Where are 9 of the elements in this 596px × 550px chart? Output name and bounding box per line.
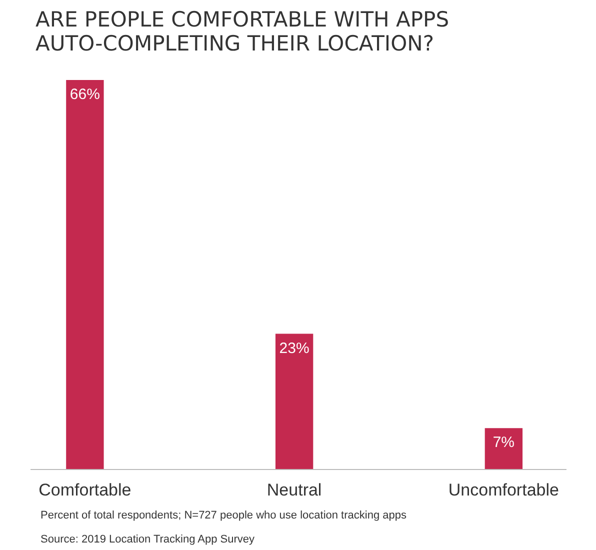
data-label: 66%: [70, 86, 100, 103]
data-label: 23%: [279, 340, 310, 357]
x-tick-label: Comfortable: [38, 480, 132, 500]
source-note: Source: 2019 Location Tracking App Survey: [40, 534, 256, 546]
x-tick-label: Neutral: [266, 480, 322, 500]
data-label: 7%: [492, 434, 515, 452]
text: Percent of total respondents; N=727 people who use location tracking apps: [40, 510, 407, 522]
x-tick-label: Uncomfortable: [448, 480, 559, 500]
chart-title: ARE PEOPLE COMFORTABLE WITH APPS AUTO-COMPLETING THEIR LOCATION?: [36, 8, 450, 56]
